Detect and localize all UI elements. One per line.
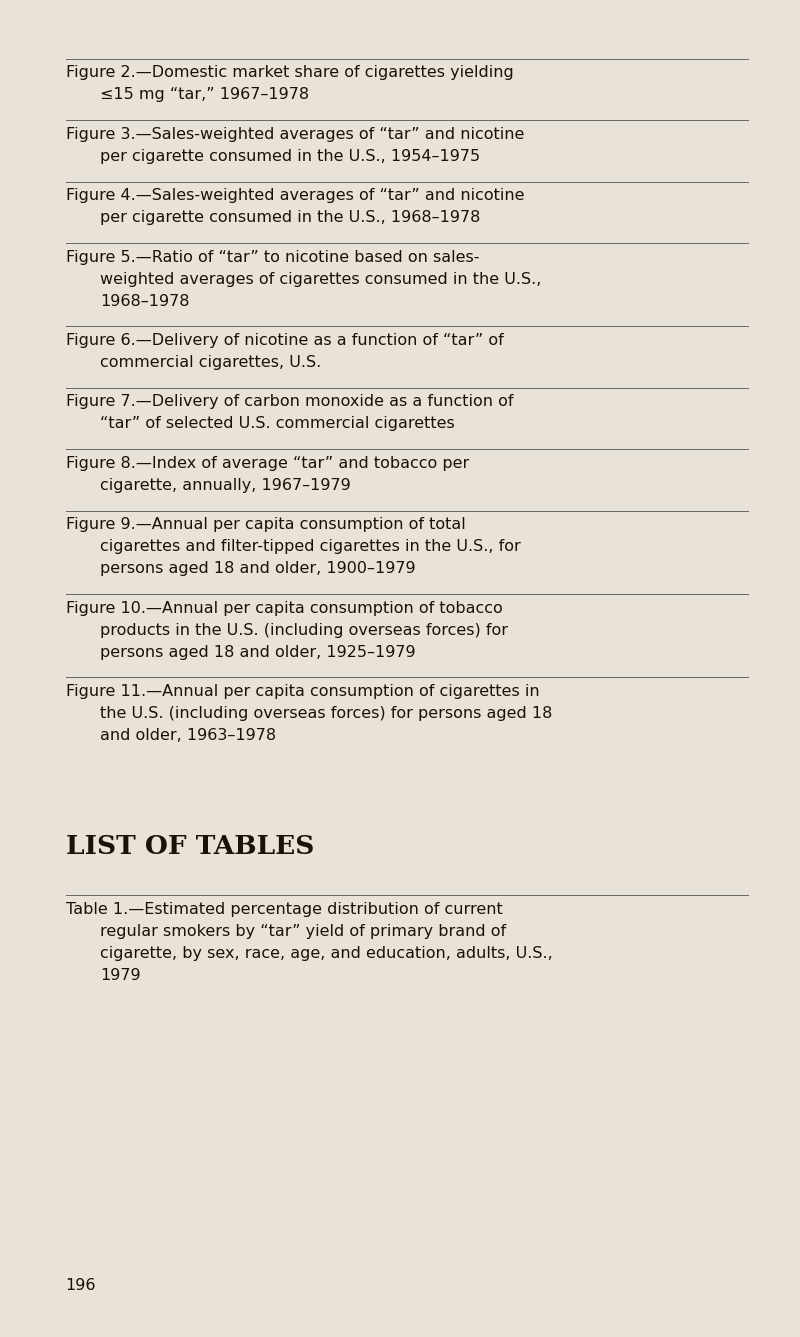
Text: Figure 10.—Annual per capita consumption of tobacco: Figure 10.—Annual per capita consumption… xyxy=(66,600,502,615)
Text: Figure 6.—Delivery of nicotine as a function of “tar” of: Figure 6.—Delivery of nicotine as a func… xyxy=(66,333,503,348)
Text: Figure 2.—Domestic market share of cigarettes yielding: Figure 2.—Domestic market share of cigar… xyxy=(66,66,514,80)
Text: Figure 11.—Annual per capita consumption of cigarettes in: Figure 11.—Annual per capita consumption… xyxy=(66,685,539,699)
Text: Table 1.—Estimated percentage distribution of current: Table 1.—Estimated percentage distributi… xyxy=(66,902,502,917)
Text: Figure 8.—Index of average “tar” and tobacco per: Figure 8.—Index of average “tar” and tob… xyxy=(66,456,469,471)
Text: cigarette, annually, 1967–1979: cigarette, annually, 1967–1979 xyxy=(100,477,350,493)
Text: 1979: 1979 xyxy=(100,968,141,983)
Text: regular smokers by “tar” yield of primary brand of: regular smokers by “tar” yield of primar… xyxy=(100,924,506,939)
Text: ≤15 mg “tar,” 1967–1978: ≤15 mg “tar,” 1967–1978 xyxy=(100,87,309,103)
Text: Figure 7.—Delivery of carbon monoxide as a function of: Figure 7.—Delivery of carbon monoxide as… xyxy=(66,394,513,409)
Text: Figure 5.—Ratio of “tar” to nicotine based on sales-: Figure 5.—Ratio of “tar” to nicotine bas… xyxy=(66,250,479,265)
Text: and older, 1963–1978: and older, 1963–1978 xyxy=(100,729,276,743)
Text: cigarettes and filter-tipped cigarettes in the U.S., for: cigarettes and filter-tipped cigarettes … xyxy=(100,539,521,555)
Text: weighted averages of cigarettes consumed in the U.S.,: weighted averages of cigarettes consumed… xyxy=(100,271,542,286)
Text: “tar” of selected U.S. commercial cigarettes: “tar” of selected U.S. commercial cigare… xyxy=(100,417,454,432)
Text: per cigarette consumed in the U.S., 1954–1975: per cigarette consumed in the U.S., 1954… xyxy=(100,148,480,164)
Text: commercial cigarettes, U.S.: commercial cigarettes, U.S. xyxy=(100,356,322,370)
Text: Figure 9.—Annual per capita consumption of total: Figure 9.—Annual per capita consumption … xyxy=(66,517,466,532)
Text: cigarette, by sex, race, age, and education, adults, U.S.,: cigarette, by sex, race, age, and educat… xyxy=(100,947,553,961)
Text: products in the U.S. (including overseas forces) for: products in the U.S. (including overseas… xyxy=(100,623,508,638)
Text: 1968–1978: 1968–1978 xyxy=(100,294,190,309)
Text: 196: 196 xyxy=(66,1278,96,1293)
Text: LIST OF TABLES: LIST OF TABLES xyxy=(66,834,314,860)
Text: per cigarette consumed in the U.S., 1968–1978: per cigarette consumed in the U.S., 1968… xyxy=(100,210,480,225)
Text: persons aged 18 and older, 1925–1979: persons aged 18 and older, 1925–1979 xyxy=(100,644,416,659)
Text: persons aged 18 and older, 1900–1979: persons aged 18 and older, 1900–1979 xyxy=(100,562,416,576)
Text: Figure 3.—Sales-weighted averages of “tar” and nicotine: Figure 3.—Sales-weighted averages of “ta… xyxy=(66,127,524,142)
Text: the U.S. (including overseas forces) for persons aged 18: the U.S. (including overseas forces) for… xyxy=(100,706,552,721)
Text: Figure 4.—Sales-weighted averages of “tar” and nicotine: Figure 4.—Sales-weighted averages of “ta… xyxy=(66,189,524,203)
